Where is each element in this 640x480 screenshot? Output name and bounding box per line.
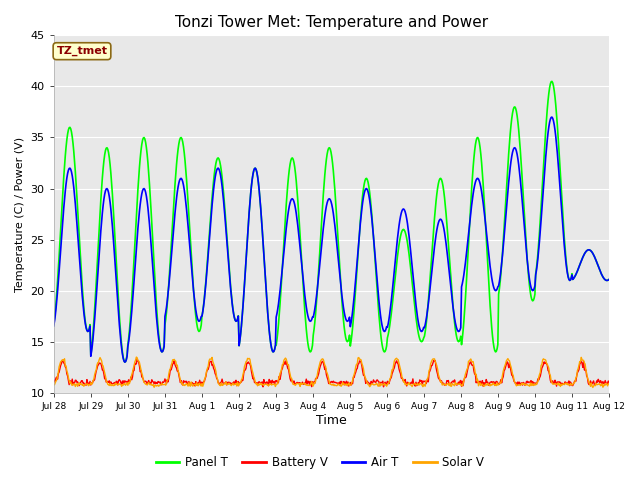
Air T: [121, 359, 129, 365]
Legend: Panel T, Battery V, Air T, Solar V: Panel T, Battery V, Air T, Solar V: [151, 452, 489, 474]
Solar V: [589, 384, 596, 390]
Air T: [416, 326, 424, 332]
Solar V: [117, 382, 125, 387]
X-axis label: Time: Time: [316, 414, 347, 427]
Battery V: [204, 367, 211, 373]
Battery V: [133, 356, 141, 362]
Air T: [548, 114, 556, 120]
Solar V: [605, 381, 613, 386]
Battery V: [401, 379, 408, 385]
Air T: [605, 276, 613, 282]
Panel T: [60, 174, 68, 180]
Solar V: [50, 382, 58, 388]
Battery V: [417, 378, 424, 384]
Solar V: [174, 368, 182, 373]
Panel T: [50, 322, 58, 327]
Panel T: [605, 276, 613, 282]
Battery V: [50, 377, 58, 383]
Battery V: [60, 360, 68, 366]
Y-axis label: Temperature (C) / Power (V): Temperature (C) / Power (V): [15, 136, 25, 292]
Air T: [174, 184, 182, 190]
Line: Air T: Air T: [54, 117, 609, 362]
Air T: [117, 339, 125, 345]
Panel T: [548, 78, 556, 84]
Panel T: [117, 334, 125, 340]
Panel T: [121, 359, 129, 365]
Panel T: [416, 336, 424, 342]
Panel T: [400, 227, 408, 232]
Battery V: [174, 368, 182, 373]
Line: Panel T: Panel T: [54, 81, 609, 362]
Solar V: [132, 354, 140, 360]
Air T: [204, 262, 211, 267]
Air T: [50, 323, 58, 329]
Solar V: [400, 379, 408, 385]
Solar V: [204, 365, 211, 371]
Title: Tonzi Tower Met: Temperature and Power: Tonzi Tower Met: Temperature and Power: [175, 15, 488, 30]
Air T: [60, 205, 68, 211]
Battery V: [117, 380, 125, 386]
Line: Battery V: Battery V: [54, 359, 609, 387]
Solar V: [416, 380, 424, 386]
Panel T: [204, 258, 211, 264]
Panel T: [174, 146, 182, 152]
Battery V: [259, 384, 267, 390]
Solar V: [60, 358, 68, 364]
Line: Solar V: Solar V: [54, 357, 609, 387]
Air T: [400, 206, 408, 212]
Battery V: [605, 381, 613, 386]
Text: TZ_tmet: TZ_tmet: [56, 46, 108, 56]
